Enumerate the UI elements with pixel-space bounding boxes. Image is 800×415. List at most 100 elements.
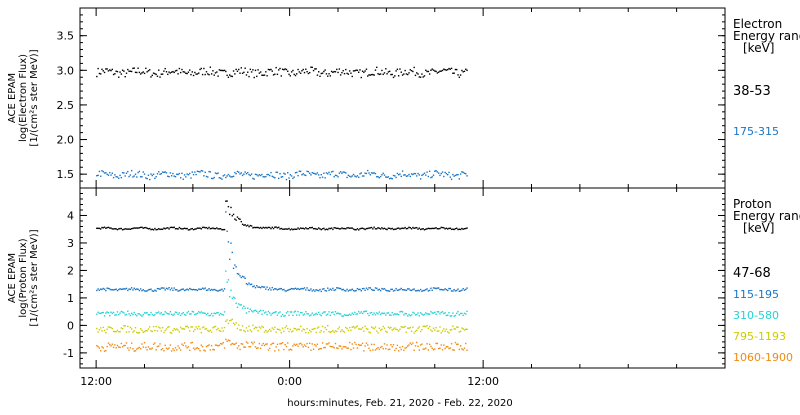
data-point <box>392 228 395 231</box>
data-point <box>359 328 361 330</box>
data-point <box>259 174 262 177</box>
data-point <box>298 288 301 291</box>
data-point <box>383 288 386 290</box>
data-point <box>96 327 98 330</box>
data-point <box>333 226 335 229</box>
data-point <box>388 227 391 230</box>
data-point <box>183 289 186 292</box>
data-point <box>142 171 144 173</box>
data-point <box>410 228 413 230</box>
data-point <box>339 313 342 315</box>
data-point <box>357 176 360 179</box>
data-point <box>98 289 101 291</box>
data-point <box>250 341 253 344</box>
data-point <box>284 314 286 317</box>
data-point <box>360 76 362 79</box>
data-point <box>447 174 449 176</box>
data-point <box>271 342 273 345</box>
data-point <box>187 310 190 313</box>
data-point <box>111 172 114 174</box>
data-point <box>258 310 261 313</box>
data-point <box>167 175 169 177</box>
data-point <box>198 288 200 290</box>
data-point <box>434 227 436 230</box>
data-point <box>435 287 437 290</box>
data-point <box>377 73 379 75</box>
data-point <box>369 287 372 289</box>
data-point <box>256 347 258 350</box>
data-point <box>315 331 317 334</box>
data-point <box>283 348 285 351</box>
data-point <box>369 349 372 352</box>
data-point <box>221 178 223 180</box>
data-point <box>428 289 431 292</box>
data-point <box>185 345 187 347</box>
data-point <box>272 74 275 76</box>
data-point <box>120 310 123 313</box>
data-point <box>248 345 250 348</box>
data-point <box>315 312 317 315</box>
data-point <box>261 325 263 328</box>
data-point <box>146 71 148 73</box>
data-point <box>305 68 307 70</box>
data-point <box>385 68 387 70</box>
y-tick-label: 3.0 <box>57 64 75 77</box>
data-point <box>276 328 279 330</box>
data-point <box>262 74 264 77</box>
data-point <box>458 228 461 230</box>
legend-title: [keV] <box>743 221 774 235</box>
data-point <box>397 174 400 176</box>
data-point <box>164 344 166 347</box>
data-point <box>195 347 197 350</box>
data-point <box>334 227 337 229</box>
data-point <box>305 331 307 334</box>
data-point <box>397 75 400 77</box>
data-point <box>351 326 353 328</box>
data-point <box>252 177 254 180</box>
data-point <box>426 70 428 73</box>
data-point <box>365 227 368 230</box>
data-point <box>351 312 353 314</box>
data-point <box>437 228 440 230</box>
data-point <box>409 326 411 329</box>
data-point <box>357 71 360 73</box>
data-point <box>235 68 237 71</box>
data-point <box>270 330 272 332</box>
data-point <box>290 228 293 230</box>
data-point <box>137 171 139 174</box>
data-point <box>114 330 116 333</box>
data-point <box>392 76 395 79</box>
data-point <box>250 310 253 312</box>
data-point <box>310 288 312 290</box>
data-point <box>222 314 224 316</box>
data-point <box>165 287 168 290</box>
data-point <box>207 176 209 178</box>
data-point <box>285 290 288 292</box>
data-point <box>346 314 348 317</box>
data-point <box>155 73 157 76</box>
data-point <box>130 312 133 315</box>
data-point <box>332 170 334 173</box>
y-axis-label: log(Electron Flux) <box>18 54 29 142</box>
data-point <box>210 177 213 180</box>
data-point <box>199 227 201 229</box>
data-point <box>318 71 320 73</box>
data-point <box>386 176 388 178</box>
data-point <box>454 68 457 71</box>
data-point <box>462 328 464 330</box>
data-point <box>388 348 391 351</box>
data-point <box>417 312 419 314</box>
data-point <box>168 325 170 328</box>
data-point <box>118 313 120 316</box>
data-point <box>205 313 208 316</box>
data-point <box>361 227 364 229</box>
data-point <box>120 342 123 345</box>
data-point <box>161 326 164 329</box>
data-point <box>241 343 244 345</box>
data-point <box>116 311 119 313</box>
data-point <box>219 312 222 315</box>
data-point <box>345 346 347 348</box>
legend-entry: 795-1193 <box>733 330 786 343</box>
data-point <box>417 228 419 230</box>
data-point <box>422 76 424 78</box>
